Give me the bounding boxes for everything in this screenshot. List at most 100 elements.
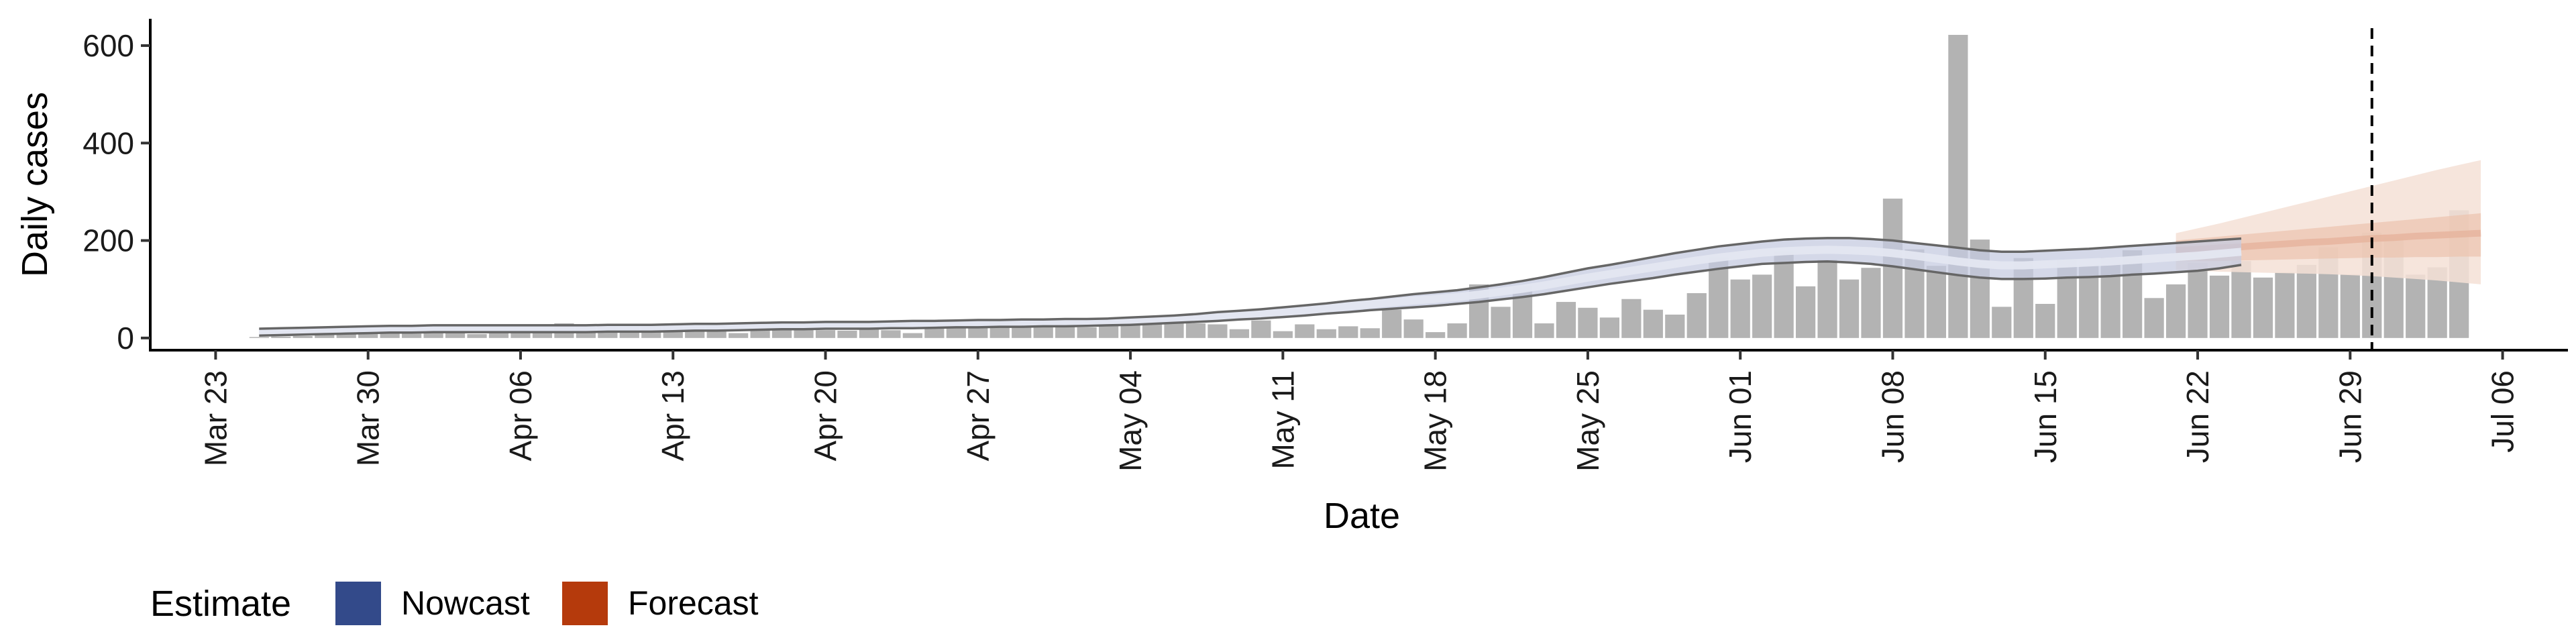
bar xyxy=(2231,261,2251,338)
bar xyxy=(1338,326,1358,338)
bar xyxy=(336,334,356,338)
bar xyxy=(292,335,313,338)
bar xyxy=(837,330,857,338)
bar xyxy=(1403,319,1424,338)
legend-key-nowcast xyxy=(335,582,381,625)
bar xyxy=(1839,279,1860,338)
x-tick-label: May 11 xyxy=(1265,370,1300,469)
bar xyxy=(467,334,487,338)
bar xyxy=(1099,325,1119,338)
bar xyxy=(794,329,814,338)
x-tick-label: Mar 30 xyxy=(351,370,386,466)
bar xyxy=(1578,307,1598,338)
legend-key-forecast xyxy=(562,582,608,625)
bar xyxy=(1316,329,1336,338)
bar xyxy=(1033,325,1053,338)
bar xyxy=(1491,307,1511,338)
bar xyxy=(729,333,749,338)
bar xyxy=(1295,324,1315,338)
bar xyxy=(902,333,923,338)
x-tick-label: Apr 20 xyxy=(808,370,843,462)
legend-title: Estimate xyxy=(150,584,291,624)
bar xyxy=(1229,329,1250,338)
bars-layer xyxy=(249,34,2469,338)
bar xyxy=(1752,274,1772,338)
bar xyxy=(881,330,901,338)
bar xyxy=(315,335,335,338)
bar xyxy=(2165,284,2186,338)
bar xyxy=(1556,302,1576,338)
bands-layer xyxy=(259,160,2481,337)
bar xyxy=(511,331,531,338)
bar xyxy=(771,330,792,338)
bar xyxy=(1992,307,2012,338)
nowcast-band-90 xyxy=(259,237,2241,336)
bar xyxy=(2275,272,2295,338)
nowcast-lower-outline xyxy=(259,260,2242,337)
bar xyxy=(1055,324,1075,338)
bar xyxy=(1926,266,1947,338)
bar xyxy=(2296,264,2316,338)
x-tick-label: May 04 xyxy=(1113,370,1148,472)
bar xyxy=(1861,268,1881,338)
bar xyxy=(815,330,836,338)
y-tick-label: 600 xyxy=(83,28,134,63)
bar xyxy=(1534,323,1554,338)
bar xyxy=(2253,277,2273,338)
bar xyxy=(946,326,966,338)
bar xyxy=(1185,323,1206,338)
bar xyxy=(1164,323,1184,338)
nowcast-upper-outline xyxy=(259,237,2242,330)
bar xyxy=(1208,324,1228,338)
bar xyxy=(1686,293,1707,338)
bar xyxy=(271,336,291,338)
bar xyxy=(532,332,553,338)
x-tick-label: Jun 15 xyxy=(2028,370,2063,463)
x-tick-label: Apr 13 xyxy=(655,370,690,462)
bar xyxy=(2209,275,2230,338)
bar xyxy=(1665,314,1685,338)
axes-layer xyxy=(149,19,2568,352)
nowcast-median-line xyxy=(259,246,2242,337)
bar xyxy=(358,334,378,338)
legend-label-nowcast: Nowcast xyxy=(401,584,530,622)
bar xyxy=(488,331,509,338)
legend-label-forecast: Forecast xyxy=(628,584,759,622)
x-tick-label: Jul 06 xyxy=(2485,370,2520,453)
x-tick-label: Jun 22 xyxy=(2180,370,2215,463)
y-tick-label: 200 xyxy=(83,223,134,258)
x-tick-label: Jun 29 xyxy=(2332,370,2367,463)
bar xyxy=(924,326,945,338)
bar xyxy=(1730,279,1750,338)
y-tick-label: 400 xyxy=(83,125,134,160)
y-axis-title: Daily cases xyxy=(15,92,55,277)
bar xyxy=(1447,323,1467,338)
bar xyxy=(2188,262,2208,338)
bar xyxy=(1817,260,1837,338)
bar xyxy=(2406,274,2426,338)
bar xyxy=(1599,317,1619,338)
bar xyxy=(402,333,422,338)
x-tick-label: Jun 08 xyxy=(1876,370,1911,463)
x-tick-label: Mar 23 xyxy=(198,370,233,466)
bar xyxy=(1382,309,1402,338)
bar xyxy=(445,332,466,338)
x-tick-label: May 18 xyxy=(1418,370,1453,472)
y-tick-label: 0 xyxy=(117,321,134,356)
bar xyxy=(1795,286,1816,338)
bar xyxy=(2340,274,2360,338)
x-axis-title: Date xyxy=(1324,496,1400,536)
bar xyxy=(1120,325,1140,338)
bar xyxy=(2035,303,2055,338)
bar xyxy=(1077,327,1097,338)
x-tick-label: Apr 06 xyxy=(503,370,538,462)
bar xyxy=(1251,320,1271,338)
bar xyxy=(1360,328,1380,338)
bar xyxy=(968,325,988,338)
bar xyxy=(1643,309,1663,338)
bar xyxy=(1948,34,1968,338)
bar xyxy=(380,333,400,338)
legend: Estimate Nowcast Forecast xyxy=(150,582,759,625)
bar xyxy=(859,329,879,338)
y-ticks: 0 200 400 600 xyxy=(83,28,150,356)
